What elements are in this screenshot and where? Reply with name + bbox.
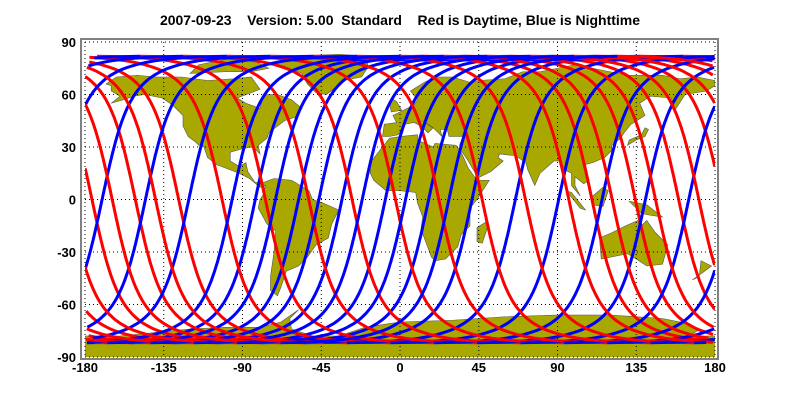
nighttime-track <box>346 54 684 345</box>
nighttime-track <box>173 54 511 345</box>
title-version: Version: 5.00 <box>247 12 334 28</box>
nighttime-track <box>130 54 468 345</box>
y-tick-label: -60 <box>57 298 76 313</box>
nighttime-track <box>216 54 554 345</box>
x-tick-label: 0 <box>396 360 403 375</box>
nighttime-track <box>390 55 715 345</box>
daytime-track <box>617 54 714 68</box>
x-tick-label: 45 <box>472 360 486 375</box>
daytime-track <box>510 54 715 311</box>
nighttime-track <box>260 54 598 345</box>
daytime-track <box>88 60 348 345</box>
y-tick-label: 90 <box>62 35 76 50</box>
x-tick-label: 90 <box>550 360 564 375</box>
y-tick-label: -30 <box>57 245 76 260</box>
land-japan <box>626 127 649 146</box>
nighttime-track <box>607 327 715 345</box>
y-tick-label: -90 <box>57 350 76 365</box>
nighttime-track <box>88 54 401 344</box>
orbit-tracks <box>85 54 715 345</box>
daytime-track <box>85 103 281 345</box>
daytime-track <box>85 266 238 345</box>
y-axis-ticks: 90 60 30 0 -30 -60 -90 <box>57 35 76 365</box>
daytime-track <box>85 75 304 345</box>
daytime-track <box>573 54 715 104</box>
land-south-america <box>257 178 340 297</box>
y-tick-label: 30 <box>62 140 76 155</box>
land-madagascar <box>476 221 488 244</box>
daytime-track <box>86 65 324 345</box>
plot-frame <box>80 38 719 360</box>
daytime-track <box>443 54 709 340</box>
nighttime-track <box>85 54 228 106</box>
nighttime-track <box>87 54 184 68</box>
nighttime-track <box>92 54 358 340</box>
nighttime-track <box>86 54 424 345</box>
nighttime-track <box>477 65 715 345</box>
daytime-track <box>466 54 714 336</box>
x-tick-label: 180 <box>704 360 726 375</box>
land-australia <box>599 220 669 267</box>
daytime-track <box>183 54 521 345</box>
nighttime-track <box>193 54 531 345</box>
title-date: 2007-09-23 <box>159 12 232 28</box>
land-sumatra <box>565 190 587 211</box>
x-tick-label: 135 <box>625 360 647 375</box>
map-title: 2007-09-23 Version: 5.00 Standard Red is… <box>0 12 800 28</box>
daytime-track <box>227 54 564 345</box>
x-tick-label: -135 <box>151 360 177 375</box>
nighttime-track <box>86 54 314 329</box>
nighttime-track <box>94 54 141 60</box>
title-legend: Red is Daytime, Blue is Nighttime <box>417 12 641 28</box>
x-axis-ticks: -180 -135 -90 -45 0 45 90 135 180 <box>72 360 726 375</box>
title-product: Standard <box>341 12 402 28</box>
nighttime-track <box>85 54 271 270</box>
x-tick-label: -180 <box>72 360 98 375</box>
daytime-track <box>140 54 478 345</box>
x-tick-label: -45 <box>312 360 331 375</box>
daytime-track <box>270 54 608 345</box>
x-tick-label: -90 <box>233 360 252 375</box>
nighttime-track <box>280 54 618 345</box>
daytime-track <box>530 54 715 266</box>
y-tick-label: 0 <box>69 193 76 208</box>
nighttime-track <box>150 54 488 345</box>
nighttime-track <box>303 54 641 345</box>
daytime-track <box>400 54 713 344</box>
y-tick-label: 60 <box>62 88 76 103</box>
daytime-track <box>487 54 715 329</box>
daytime-track <box>313 54 651 345</box>
nighttime-track <box>237 54 574 345</box>
daytime-track <box>85 167 261 345</box>
nighttime-track <box>107 54 444 345</box>
daytime-track <box>423 54 715 343</box>
daytime-track <box>89 55 391 345</box>
daytime-track <box>97 54 434 345</box>
daytime-track <box>553 54 715 167</box>
daytime-track <box>357 54 694 345</box>
